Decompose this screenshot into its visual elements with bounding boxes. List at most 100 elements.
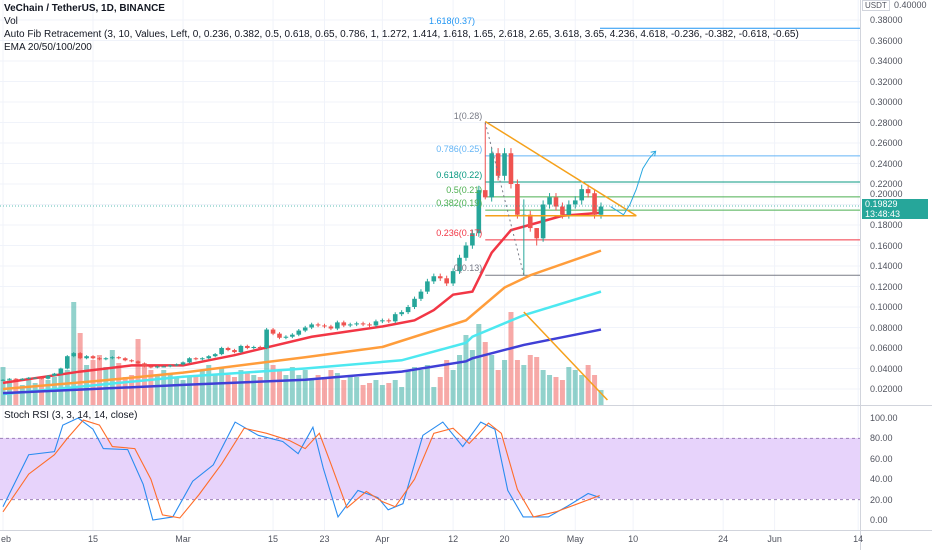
price-tick-label: 0.10000 <box>870 302 903 312</box>
stoch-band-lines <box>0 437 860 501</box>
candle-up <box>155 366 160 368</box>
candle-up <box>19 378 25 380</box>
candle-down <box>129 360 134 362</box>
volume-bar <box>341 380 347 405</box>
volume-bar <box>186 377 192 405</box>
candle-up <box>309 324 314 328</box>
triangle-upper-trendline <box>484 120 637 217</box>
candle-down <box>90 356 96 359</box>
volume-bar <box>283 375 289 405</box>
candle-up <box>425 281 430 292</box>
volume-bar <box>514 360 520 405</box>
candle-up <box>302 327 308 331</box>
stoch-tick-label: 100.00 <box>870 413 898 423</box>
price-tick-label: 0.36000 <box>870 35 903 46</box>
vol-indicator-label[interactable]: Vol <box>4 16 18 27</box>
candle-up <box>296 330 302 335</box>
current-price-badge: 0.19829 13:48:43 <box>862 199 928 219</box>
time-tick-label: May <box>566 534 584 544</box>
stoch-band <box>0 438 860 499</box>
candle-down <box>77 353 83 359</box>
candle-up <box>412 298 417 307</box>
candle-up <box>598 206 604 215</box>
symbol-title[interactable]: VeChain / TetherUS, 1D, BINANCE <box>4 3 165 14</box>
volume-bar <box>270 365 276 405</box>
fib-indicator-label[interactable]: Auto Fib Retracement (3, 10, Values, Lef… <box>4 29 799 40</box>
ema-indicator-label[interactable]: EMA 20/50/100/200 <box>4 42 92 53</box>
volume-bar <box>598 390 604 405</box>
volume-bar <box>328 370 334 405</box>
volume-bar <box>566 367 572 405</box>
price-tick-label: 0.38000 <box>870 15 903 25</box>
candles <box>0 122 604 381</box>
volume-bar <box>193 375 199 405</box>
ema-line-ema50 <box>2 249 602 391</box>
volume-bar <box>547 375 553 405</box>
candle-up <box>392 314 398 322</box>
ema-line-ema100 <box>2 290 602 396</box>
volume-bar <box>109 350 115 405</box>
currency-badge[interactable]: USDT <box>862 0 890 11</box>
time-tick-label: 23 <box>319 534 330 544</box>
price-tick-label: 0.32000 <box>870 76 903 87</box>
volume-bar <box>418 370 424 405</box>
candle-down <box>148 366 154 368</box>
candle-up <box>161 366 167 368</box>
volume-bar <box>309 380 315 405</box>
stoch-tick-label: 20.00 <box>870 494 893 505</box>
candle-down <box>592 193 597 215</box>
volume-bar <box>334 373 340 405</box>
stoch-d-line <box>2 419 600 519</box>
volume-bar <box>322 377 327 405</box>
candle-up <box>7 378 12 380</box>
fib-level-label: 1.618(0.37) <box>428 16 475 27</box>
volume-bar <box>379 385 385 405</box>
price-tick-top: 0.40000 <box>894 0 927 10</box>
volume-bar <box>521 365 527 405</box>
candle-up <box>283 336 289 338</box>
stoch-rsi-label[interactable]: Stoch RSI (3, 3, 14, 14, close) <box>4 410 138 421</box>
candle-up <box>84 356 89 359</box>
candle-down <box>437 276 443 279</box>
candle-up <box>547 197 552 205</box>
price-tick-label: 0.08000 <box>870 322 903 333</box>
volume-bar <box>540 370 546 405</box>
volume-bar <box>45 380 51 405</box>
price-tick-label: 0.06000 <box>870 343 903 353</box>
candle-up <box>167 365 173 367</box>
price-tick-label: 0.26000 <box>870 138 903 148</box>
candle-down <box>386 320 392 322</box>
current-price: 0.19829 <box>865 199 898 209</box>
candle-up <box>187 358 192 363</box>
projection-arrow-icon <box>650 150 657 157</box>
candle-down <box>367 324 372 326</box>
volume-bar <box>392 380 398 405</box>
candle-down <box>225 348 231 351</box>
volume-bar <box>360 385 366 405</box>
volume-bar <box>559 380 565 405</box>
volume-bar <box>174 377 180 405</box>
candle-down <box>232 350 237 353</box>
drawings[interactable] <box>484 120 657 401</box>
volume-bar <box>424 365 430 405</box>
candle-up <box>290 334 295 337</box>
candle-up <box>399 312 404 315</box>
projection-path <box>610 150 657 216</box>
candle-up <box>200 358 205 360</box>
candle-down <box>515 184 520 215</box>
candle-down <box>193 358 199 360</box>
candle-up <box>58 368 64 374</box>
time-tick-label: 10 <box>628 534 639 544</box>
volume-bar <box>431 387 437 405</box>
stoch-k-line <box>2 417 600 521</box>
volume-bar <box>444 360 450 405</box>
chart-legend: VeChain / TetherUS, 1D, BINANCE Vol Auto… <box>4 0 799 54</box>
time-tick-label: 14 <box>853 534 864 544</box>
volume-bar <box>161 370 167 405</box>
bar-countdown: 13:48:43 <box>865 209 901 219</box>
volume-bar <box>19 385 25 405</box>
volume-bar <box>122 377 128 405</box>
fib-level-label: 0.236(0.17) <box>436 227 483 238</box>
candle-up <box>463 245 469 258</box>
